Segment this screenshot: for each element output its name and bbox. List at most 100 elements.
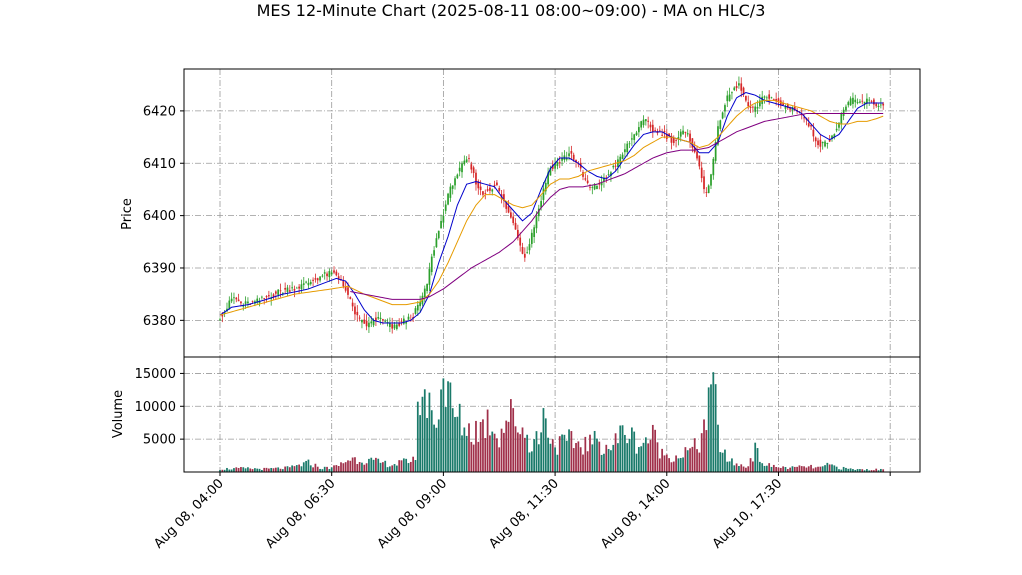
volume-bar bbox=[686, 450, 689, 472]
candle-body bbox=[654, 130, 657, 131]
candle-body bbox=[859, 101, 861, 103]
candle-body bbox=[356, 311, 359, 316]
volume-bar bbox=[847, 468, 850, 472]
candle-body bbox=[400, 320, 403, 322]
candle-body bbox=[617, 159, 619, 167]
candle-body bbox=[603, 177, 605, 182]
candle-body bbox=[651, 124, 654, 132]
volume-bar bbox=[875, 468, 878, 472]
volume-bar bbox=[354, 457, 356, 472]
volume-bar bbox=[437, 419, 440, 472]
volume-bar bbox=[554, 447, 556, 472]
volume-bar bbox=[800, 466, 803, 472]
volume-bar bbox=[565, 440, 568, 472]
volume-bar bbox=[775, 466, 778, 472]
candle-body bbox=[554, 163, 556, 169]
volume-bar bbox=[472, 444, 475, 472]
volume-bar bbox=[873, 470, 875, 472]
candle-body bbox=[658, 130, 661, 132]
candle-body bbox=[635, 132, 638, 136]
candle-body bbox=[558, 162, 561, 163]
candle-body bbox=[747, 102, 750, 107]
volume-bar bbox=[444, 407, 447, 472]
volume-bar bbox=[533, 439, 536, 472]
candle-body bbox=[626, 143, 629, 153]
volume-bar bbox=[591, 444, 594, 472]
volume-bar bbox=[661, 448, 664, 472]
volume-bar bbox=[617, 443, 619, 472]
candle-body bbox=[556, 162, 559, 166]
candle-body bbox=[821, 141, 824, 144]
volume-bar bbox=[233, 468, 235, 472]
candle-body bbox=[628, 143, 631, 145]
candle-body bbox=[568, 153, 570, 157]
volume-bar bbox=[568, 429, 570, 472]
volume-bar bbox=[391, 465, 394, 472]
volume-bar bbox=[637, 447, 640, 472]
candle-body bbox=[423, 288, 426, 298]
candle-body bbox=[544, 182, 547, 192]
candle-body bbox=[840, 113, 843, 125]
volume-bars bbox=[219, 372, 885, 472]
candle-body bbox=[523, 253, 526, 258]
volume-bar bbox=[319, 468, 321, 472]
candle-body bbox=[877, 105, 880, 107]
candle-body bbox=[668, 133, 670, 136]
volume-bar bbox=[305, 460, 307, 472]
volume-bar bbox=[840, 469, 843, 472]
volume-bar bbox=[558, 436, 561, 472]
volume-bar bbox=[400, 460, 403, 472]
volume-bar bbox=[254, 468, 256, 472]
volume-bar bbox=[426, 417, 428, 472]
volume-bar bbox=[258, 468, 261, 472]
volume-bar bbox=[342, 463, 345, 472]
volume-bar bbox=[486, 409, 489, 472]
candle-body bbox=[596, 185, 598, 190]
candle-body bbox=[852, 97, 854, 104]
candle-body bbox=[419, 301, 421, 307]
candle-body bbox=[733, 87, 736, 91]
candle-body bbox=[237, 299, 240, 302]
volume-bar bbox=[493, 433, 496, 472]
volume-bar bbox=[503, 432, 505, 472]
candle-body bbox=[586, 180, 589, 184]
volume-bar bbox=[482, 419, 484, 472]
volume-bar bbox=[528, 452, 531, 472]
candle-body bbox=[479, 186, 482, 190]
volume-bar bbox=[510, 399, 512, 472]
candle-body bbox=[233, 297, 235, 299]
volume-bar bbox=[703, 419, 705, 472]
candle-body bbox=[572, 154, 575, 160]
volume-bar bbox=[684, 447, 687, 472]
candle-body bbox=[458, 167, 461, 172]
candle-body bbox=[305, 281, 307, 283]
candle-body bbox=[593, 184, 596, 190]
volume-bar bbox=[845, 467, 847, 472]
candle-body bbox=[565, 157, 568, 160]
candle-body bbox=[875, 103, 878, 107]
candle-body bbox=[679, 131, 682, 137]
volume-bar bbox=[742, 466, 745, 472]
candle-body bbox=[391, 324, 394, 329]
volume-bar bbox=[852, 469, 854, 472]
volume-bar bbox=[228, 469, 231, 472]
candle-body bbox=[724, 105, 726, 112]
volume-bar bbox=[549, 443, 552, 472]
volume-bar bbox=[421, 396, 424, 472]
candle-body bbox=[349, 297, 352, 300]
candle-body bbox=[605, 177, 608, 179]
volume-bar bbox=[721, 452, 724, 472]
candle-body bbox=[549, 167, 552, 176]
candle-body bbox=[428, 268, 431, 285]
volume-bar bbox=[821, 466, 824, 472]
volume-bar bbox=[770, 466, 773, 472]
volume-bar bbox=[877, 470, 880, 472]
volume-bar bbox=[717, 424, 719, 472]
volume-bar bbox=[535, 431, 538, 472]
candle-body bbox=[277, 289, 280, 295]
candle-body bbox=[482, 191, 484, 195]
candle-body bbox=[230, 298, 233, 302]
volume-bar bbox=[561, 434, 563, 472]
volume-bar bbox=[547, 437, 549, 472]
candle-body bbox=[414, 308, 417, 314]
